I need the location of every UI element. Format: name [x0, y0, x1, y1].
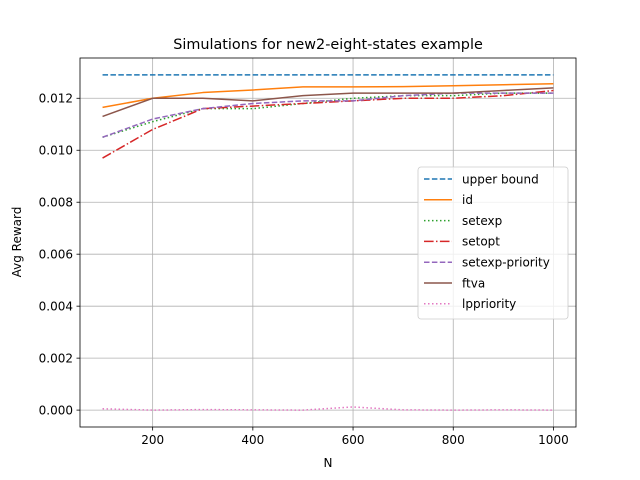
series-line-setexp-priority: [102, 92, 554, 138]
x-tick-label: 400: [241, 433, 264, 447]
y-tick-label: 0.008: [39, 196, 73, 210]
series-layer: [102, 74, 554, 411]
legend-label: upper bound: [462, 172, 539, 186]
y-tick-label: 0.006: [39, 247, 73, 261]
series-line-ftva: [102, 87, 554, 118]
y-axis-ticks: 0.000 0.002 0.004 0.006 0.008 0.010 0.012: [39, 92, 80, 417]
chart-title: Simulations for new2-eight-states exampl…: [173, 37, 483, 53]
x-tick-label: 200: [141, 433, 164, 447]
y-tick-label: 0.004: [39, 299, 73, 313]
y-axis-label: Avg Reward: [10, 207, 24, 278]
series-line-setexp: [102, 92, 554, 138]
x-axis-ticks: 200 400 600 800 1000: [141, 427, 569, 447]
x-tick-label: 800: [442, 433, 465, 447]
legend-label: ftva: [462, 276, 485, 290]
y-tick-label: 0.002: [39, 351, 73, 365]
legend-label: setopt: [462, 235, 500, 249]
series-line-id: [102, 82, 554, 109]
series-line-setopt: [102, 89, 554, 159]
y-tick-label: 0.000: [39, 403, 73, 417]
legend-label: setexp: [462, 214, 502, 228]
legend: upper bound id setexp setopt setexp-priority…: [417, 166, 569, 320]
y-tick-label: 0.010: [39, 144, 73, 158]
x-tick-label: 600: [342, 433, 365, 447]
legend-box: [417, 166, 569, 320]
x-tick-label: 1000: [538, 433, 569, 447]
legend-label: setexp-priority: [462, 256, 550, 270]
legend-label: id: [462, 193, 473, 207]
legend-label: lppriority: [462, 297, 516, 311]
x-axis-label: N: [324, 456, 333, 470]
y-tick-label: 0.012: [39, 92, 73, 106]
plot-frame: [79, 57, 577, 428]
